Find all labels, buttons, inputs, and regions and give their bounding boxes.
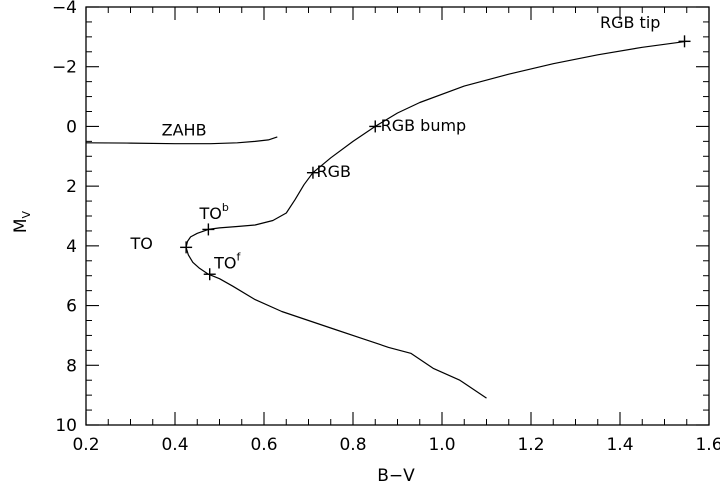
axis-ticks: 0.2 0.4 0.6 0.8 1.0 1.2 1.4 1.6 −4 −2 0 2 4 6 8 10 [52, 0, 720, 455]
y-tick-label: 4 [66, 237, 77, 257]
x-tick-label: 1.6 [695, 435, 720, 455]
annotation-label: TOb [198, 201, 228, 223]
x-tick-label: 1.2 [517, 435, 544, 455]
plus-marker [180, 241, 193, 254]
annotation-text: RGB tip [600, 13, 660, 32]
x-axis-title: B−V [377, 466, 415, 486]
plus-marker [678, 35, 691, 48]
annotation-superscript: b [222, 201, 229, 214]
annotation-text: RGB bump [381, 116, 467, 135]
isochrone-line [185, 40, 687, 399]
y-tick-label: 6 [66, 297, 77, 317]
x-tick-label: 0.2 [72, 435, 99, 455]
annotation-label: TO [130, 234, 153, 253]
y-axis-title-subscript: V [20, 210, 33, 218]
plus-marker [369, 120, 382, 133]
y-tick-label: 10 [55, 416, 77, 436]
x-tick-label: 1.4 [606, 435, 633, 455]
zahb-line [85, 136, 278, 145]
point-markers [180, 35, 691, 281]
y-tick-label: 0 [66, 117, 77, 137]
annotation-text: RGB [317, 162, 352, 181]
annotation-text: TO [198, 204, 221, 223]
plus-marker [202, 223, 215, 236]
x-tick-label: 0.4 [161, 435, 188, 455]
annotation-text: ZAHB [162, 120, 207, 139]
y-axis-title: MV [11, 210, 33, 233]
series-lines [85, 40, 687, 399]
annotation-label: RGB tip [600, 13, 660, 32]
annotation-label: RGB bump [381, 116, 467, 135]
x-tick-label: 1.0 [428, 435, 455, 455]
annotation-superscript: f [237, 250, 242, 263]
x-tick-label: 0.6 [250, 435, 277, 455]
y-tick-label: −4 [52, 0, 77, 18]
plus-marker [203, 268, 216, 281]
annotation-label: RGB [317, 162, 352, 181]
y-tick-label: 8 [66, 356, 77, 376]
plus-marker [306, 166, 319, 179]
annotation-text: TO [130, 234, 153, 253]
plot-border [85, 6, 710, 426]
annotation-text: TO [213, 253, 236, 272]
annotation-label: ZAHB [162, 120, 207, 139]
y-tick-label: 2 [66, 177, 77, 197]
y-tick-label: −2 [52, 58, 77, 78]
x-tick-label: 0.8 [339, 435, 366, 455]
y-axis-title-main: M [11, 218, 31, 233]
plot-frame [85, 6, 710, 426]
annotation-label: TOf [213, 250, 241, 272]
